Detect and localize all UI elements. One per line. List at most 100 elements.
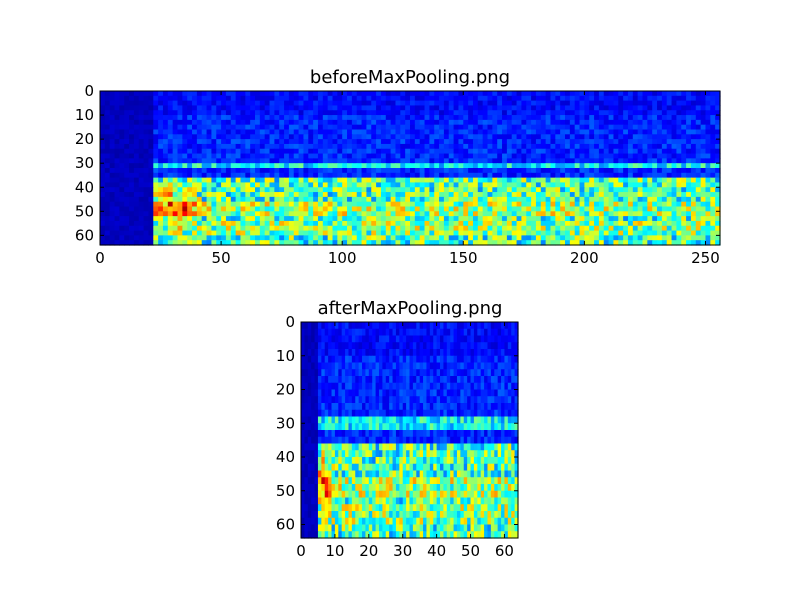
heatmap-cell [138, 134, 145, 140]
heatmap-cell [705, 139, 711, 145]
heatmap-cell [450, 369, 455, 377]
heatmap-cell [317, 235, 324, 241]
heatmap-cell [317, 328, 322, 337]
heatmap-cell [521, 211, 527, 217]
heatmap-cell [482, 187, 489, 193]
heatmap-cell [351, 328, 356, 337]
heatmap-cell [400, 206, 406, 212]
heatmap-cell [385, 187, 392, 193]
heatmap-cell [700, 196, 707, 203]
heatmap-cell [182, 100, 188, 107]
heatmap-cell [642, 240, 648, 246]
heatmap-cell [705, 100, 711, 107]
heatmap-cell [365, 328, 370, 337]
heatmap-cell [225, 95, 232, 102]
heatmap-cell [235, 182, 242, 188]
heatmap-cell [589, 124, 595, 131]
heatmap-cell [382, 396, 387, 404]
heatmap-cell [230, 206, 237, 212]
heatmap-cell [710, 110, 716, 116]
heatmap-cell [389, 322, 394, 330]
heatmap-cell [342, 168, 348, 174]
heatmap-cell [371, 216, 377, 222]
heatmap-cell [666, 158, 673, 164]
heatmap-cell [308, 240, 314, 246]
heatmap-cell [613, 95, 619, 102]
heatmap-cell [167, 201, 174, 208]
heatmap-cell [443, 369, 448, 377]
heatmap-cell [450, 349, 455, 357]
heatmap-cell [405, 95, 411, 102]
heatmap-cell [598, 110, 605, 116]
heatmap-cell [424, 100, 430, 107]
heatmap-cell [480, 369, 485, 377]
heatmap-cell [589, 129, 595, 135]
heatmap-cell [129, 143, 135, 150]
heatmap-cell [412, 328, 417, 337]
heatmap-cell [201, 105, 208, 111]
heatmap-cell [470, 396, 475, 404]
heatmap-cell [211, 163, 217, 169]
heatmap-cell [598, 91, 605, 97]
heatmap-cell [216, 158, 222, 164]
heatmap-cell [460, 322, 465, 330]
heatmap-cell [637, 240, 644, 246]
heatmap-cell [473, 403, 478, 411]
heatmap-cell [255, 211, 261, 217]
heatmap-cell [240, 192, 246, 198]
heatmap-cell [378, 349, 383, 357]
heatmap-cell [366, 230, 372, 236]
heatmap-cell [545, 220, 552, 227]
heatmap-cell [182, 177, 188, 184]
heatmap-cell [637, 124, 644, 131]
heatmap-cell [589, 100, 595, 107]
heatmap-cell [484, 322, 489, 330]
heatmap-cell [385, 396, 390, 404]
heatmap-cell [618, 220, 624, 227]
heatmap-cell [705, 91, 711, 97]
heatmap-cell [545, 196, 552, 203]
heatmap-cell [434, 110, 440, 116]
heatmap-cell [400, 240, 406, 246]
heatmap-cell [392, 322, 397, 330]
heatmap-cell [409, 335, 414, 343]
heatmap-cell [467, 322, 472, 330]
heatmap-cell [594, 196, 600, 203]
heatmap-cell [269, 211, 275, 217]
heatmap-cell [293, 105, 300, 111]
heatmap-cell [661, 129, 668, 135]
heatmap-cell [627, 216, 634, 222]
heatmap-cell [409, 376, 414, 384]
heatmap-cell [419, 216, 426, 222]
heatmap-cell [365, 355, 370, 364]
heatmap-cell [416, 328, 421, 337]
heatmap-cell [269, 225, 275, 232]
heatmap-cell [439, 235, 445, 241]
heatmap-cell [235, 206, 242, 212]
heatmap-cell [324, 389, 329, 397]
heatmap-cell [419, 220, 426, 227]
heatmap-cell [303, 110, 309, 116]
heatmap-cell [472, 187, 479, 193]
heatmap-cell [560, 139, 566, 145]
heatmap-cell [114, 158, 120, 164]
heatmap-cell [460, 328, 465, 337]
heatmap-cell [399, 342, 404, 350]
heatmap-cell [468, 225, 474, 232]
heatmap-cell [133, 201, 140, 208]
heatmap-cell [301, 396, 305, 404]
heatmap-cell [104, 211, 111, 217]
heatmap-cell [429, 105, 435, 111]
heatmap-cell [443, 349, 448, 357]
heatmap-cell [502, 225, 508, 232]
heatmap-cell [410, 105, 416, 111]
heatmap-cell [623, 172, 629, 179]
heatmap-cell [448, 240, 455, 246]
heatmap-cell [446, 376, 451, 384]
heatmap-cell [414, 187, 421, 193]
heatmap-cell [618, 143, 624, 150]
heatmap-cell [293, 211, 300, 217]
heatmap-cell [221, 119, 227, 126]
heatmap-cell [521, 139, 527, 145]
heatmap-cell [230, 110, 237, 116]
